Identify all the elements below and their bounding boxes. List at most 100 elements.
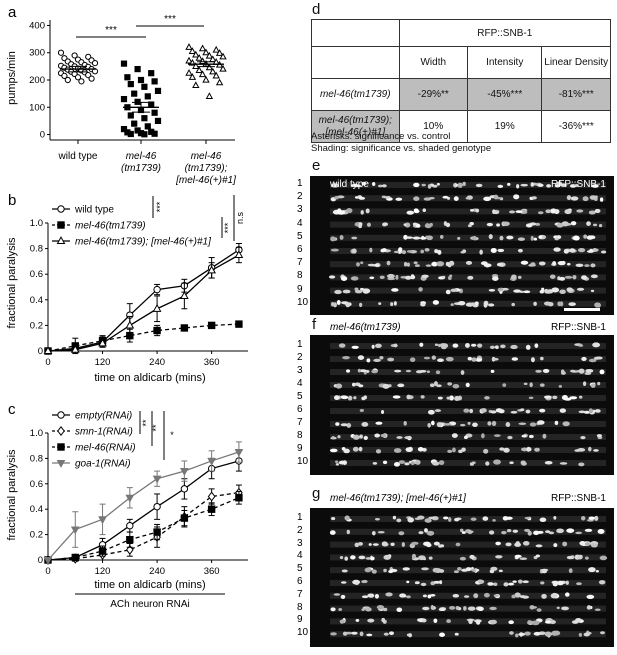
synaptic-punctum — [553, 543, 558, 548]
synaptic-punctum — [460, 251, 466, 254]
synaptic-punctum — [582, 196, 589, 202]
synaptic-punctum — [417, 515, 425, 520]
data-point — [153, 502, 161, 511]
synaptic-punctum — [564, 209, 572, 215]
synaptic-punctum — [453, 182, 458, 188]
synaptic-punctum — [590, 274, 598, 279]
synaptic-punctum — [572, 275, 577, 280]
data-point — [152, 303, 162, 312]
synaptic-punctum — [461, 531, 466, 534]
synaptic-punctum — [389, 631, 394, 636]
panel-b-ylabel: fractional paralysis — [6, 237, 18, 329]
synaptic-punctum — [588, 567, 596, 573]
legend-marker — [57, 411, 65, 419]
panel-b-xlabel: time on aldicarb (mins) — [94, 372, 205, 384]
synaptic-punctum — [452, 447, 456, 453]
row-number: 5 — [297, 563, 303, 575]
synaptic-punctum — [595, 570, 599, 573]
synaptic-punctum — [437, 396, 443, 400]
micrograph-f: mel-46(tm1739) RFP::SNB-1 1 2 3 4 5 6 7 8 9 10 — [297, 322, 614, 475]
synaptic-punctum — [528, 434, 534, 439]
synaptic-punctum — [372, 543, 379, 546]
synaptic-punctum — [380, 410, 385, 414]
synaptic-punctum — [503, 447, 510, 453]
row-number: 7 — [297, 588, 303, 600]
synaptic-punctum — [530, 182, 534, 187]
synaptic-punctum — [537, 211, 544, 215]
synaptic-punctum — [454, 396, 460, 401]
synaptic-punctum — [367, 263, 376, 267]
data-point — [192, 50, 200, 58]
synaptic-punctum — [541, 568, 549, 572]
synaptic-punctum — [413, 196, 420, 201]
synaptic-punctum — [334, 289, 342, 295]
synaptic-punctum — [578, 395, 583, 399]
synaptic-punctum — [496, 223, 500, 227]
synaptic-punctum — [394, 369, 402, 373]
synaptic-punctum — [533, 237, 538, 241]
synaptic-punctum — [525, 223, 533, 228]
synaptic-punctum — [383, 196, 391, 199]
synaptic-punctum — [383, 632, 389, 636]
synaptic-punctum — [471, 357, 477, 362]
synaptic-punctum — [335, 422, 340, 426]
synaptic-punctum — [374, 517, 380, 521]
synaptic-punctum — [405, 447, 413, 453]
synaptic-punctum — [523, 540, 530, 546]
synaptic-punctum — [597, 528, 605, 535]
synaptic-punctum — [482, 516, 489, 521]
data-point — [127, 112, 134, 119]
synaptic-punctum — [339, 555, 344, 560]
panel-c-footer: ACh neuron RNAi — [110, 599, 189, 610]
series-line — [47, 497, 240, 561]
synaptic-punctum — [550, 593, 558, 599]
synaptic-punctum — [448, 517, 452, 522]
data-point — [153, 326, 161, 335]
synaptic-punctum — [452, 343, 459, 348]
data-point — [127, 130, 134, 138]
synaptic-punctum — [511, 274, 517, 280]
synaptic-punctum — [439, 343, 448, 347]
synaptic-punctum — [427, 422, 431, 428]
synaptic-punctum — [478, 579, 485, 584]
series-line — [47, 451, 240, 561]
synaptic-punctum — [454, 632, 459, 636]
synaptic-punctum — [535, 544, 543, 548]
synaptic-punctum — [556, 528, 564, 534]
synaptic-punctum — [584, 528, 593, 532]
synaptic-punctum — [505, 542, 512, 547]
synaptic-punctum — [585, 368, 594, 373]
synaptic-punctum — [521, 434, 527, 438]
table-cell: -36%*** — [541, 110, 611, 143]
synaptic-punctum — [488, 234, 493, 240]
synaptic-punctum — [520, 183, 529, 187]
synaptic-punctum — [531, 196, 537, 200]
synaptic-punctum — [382, 460, 388, 465]
synaptic-punctum — [386, 260, 391, 266]
synaptic-punctum — [590, 289, 595, 293]
synaptic-punctum — [365, 607, 372, 612]
data-point — [188, 73, 197, 80]
synaptic-punctum — [566, 555, 574, 560]
synaptic-punctum — [418, 287, 423, 292]
nerve-cord — [330, 631, 606, 638]
synaptic-punctum — [600, 631, 605, 635]
data-point — [43, 556, 53, 565]
synaptic-punctum — [396, 436, 403, 439]
synaptic-punctum — [452, 593, 460, 598]
synaptic-punctum — [455, 542, 461, 547]
data-point — [91, 59, 99, 67]
data-point — [134, 98, 141, 105]
synaptic-punctum — [512, 580, 517, 583]
synaptic-punctum — [509, 461, 514, 465]
synaptic-punctum — [429, 593, 436, 597]
synaptic-punctum — [415, 459, 421, 465]
synaptic-punctum — [421, 274, 429, 279]
panel-c-xlabel: time on aldicarb (mins) — [94, 579, 205, 591]
synaptic-punctum — [392, 515, 397, 520]
synaptic-punctum — [507, 182, 511, 186]
data-point — [153, 285, 161, 294]
synaptic-punctum — [439, 580, 443, 585]
synaptic-punctum — [405, 236, 414, 239]
synaptic-punctum — [581, 356, 587, 362]
